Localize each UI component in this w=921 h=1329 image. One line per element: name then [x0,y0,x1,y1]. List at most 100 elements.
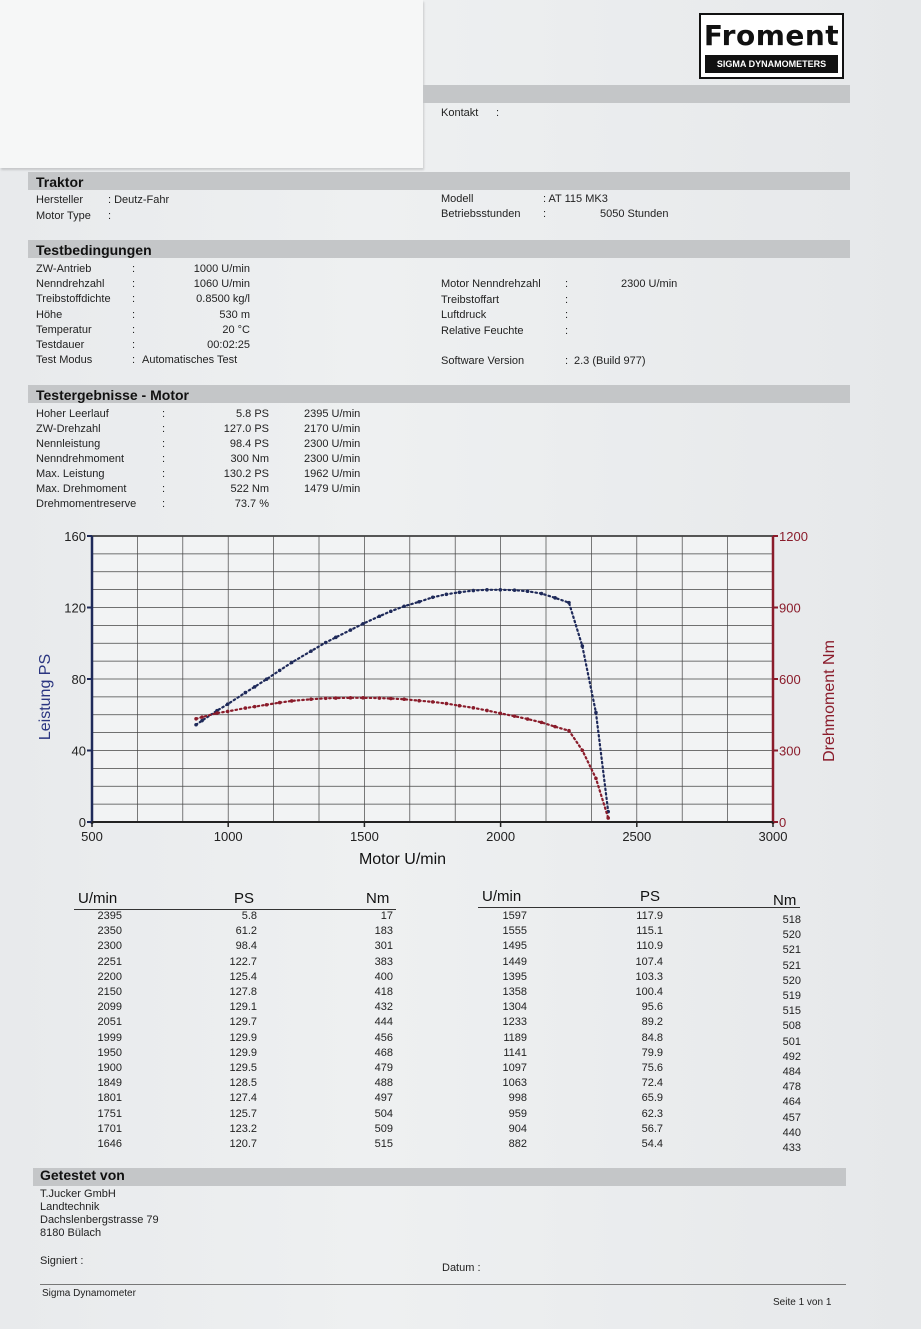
motortype-label: Motor Type [36,210,91,222]
power-point [225,702,230,707]
table-cell-ps: 129.9 [229,1031,257,1044]
table-cell-ps: 95.6 [641,1001,663,1014]
getestet-title: Getestet von [40,1167,125,1183]
result-sep: : [162,498,166,510]
address-line-2: Landtechnik [40,1201,100,1213]
table-cell-nm: 457 [782,1111,801,1124]
covering-paper [0,0,423,168]
header-ps: PS [640,888,661,905]
modell-value: : AT 115 MK3 [543,193,608,205]
result-label: Max. Drehmoment [36,483,127,495]
table-cell-ps: 122.7 [229,955,257,968]
result-label: Hoher Leerlauf [36,408,109,420]
table-cell-nm: 488 [374,1077,393,1090]
ergebnisse-bar [28,385,850,403]
table-cell-ps: 129.9 [229,1046,257,1059]
power-point [194,722,198,727]
result-label: Drehmomentreserve [36,498,137,510]
table-cell-nm: 478 [782,1081,801,1094]
y2-axis-label: Drehmoment Nm [821,640,838,762]
power-point [512,588,517,592]
power-point [471,588,476,593]
table-cell-umin: 1189 [503,1031,527,1044]
signiert-label: Signiert : [40,1255,84,1267]
table-cell-umin: 998 [508,1092,527,1105]
power-point [402,604,406,609]
x-tick-label: 1000 [214,829,243,844]
power-point [277,668,282,673]
table-cell-ps: 125.7 [229,1107,257,1120]
table-cell-ps: 72.4 [641,1077,663,1090]
betrieb-label: Betriebsstunden [441,208,521,220]
result-rpm: 1962 U/min [304,468,361,480]
torque-point [539,720,544,725]
torque-point [289,699,294,703]
table-cell-umin: 882 [508,1138,527,1150]
torque-point [264,702,269,707]
power-point [444,592,449,597]
table-cell-umin: 904 [508,1122,527,1135]
condition-sep: : [132,308,136,321]
condition-label: Test Modus [36,354,93,367]
result-value: 127.0 PS [223,423,269,435]
betrieb-value: 5050 Stunden [600,208,669,220]
condition-sep: : [132,263,136,275]
torque-point [252,704,257,709]
table-cell-ps: 110.9 [636,940,663,953]
result-sep: : [162,483,166,495]
header-nm: Nm [773,892,797,909]
condition-value: 0.8500 kg/l [196,293,250,306]
table-cell-nm: 444 [374,1016,393,1029]
table-cell-ps: 98.4 [235,940,257,953]
torque-point [402,697,406,702]
y2-tick-label: 0 [779,815,786,830]
torque-point [277,700,282,705]
y-tick-label: 120 [64,601,86,616]
condition-label: Relative Feuchte [441,325,524,337]
table-cell-umin: 1395 [502,970,527,983]
table-cell-ps: 61.2 [235,925,257,938]
table-cell-ps: 100.4 [635,986,663,998]
condition-value: 1060 U/min [193,278,250,291]
condition-sep: : [132,354,136,367]
torque-point [215,711,219,715]
result-label: ZW-Drehzahl [36,423,101,435]
table-cell-umin: 1141 [503,1046,527,1059]
condition-sep: : [132,339,136,351]
table-cell-umin: 1449 [502,955,527,968]
result-value: 130.2 PS [223,468,269,480]
header-ps: PS [234,890,255,907]
table-cell-ps: 123.2 [229,1122,257,1135]
power-point [553,596,557,600]
header-underline [74,909,396,910]
torque-point [225,709,230,714]
power-point [348,628,353,632]
condition-value: 1000 U/min [193,263,250,275]
power-point [567,600,571,605]
table-cell-ps: 75.6 [641,1062,663,1074]
footer-right: Seite 1 von 1 [773,1297,832,1308]
table-cell-nm: 301 [374,940,393,953]
result-sep: : [162,453,166,465]
torque-point [567,728,571,733]
table-cell-umin: 1063 [502,1077,527,1090]
table-cell-nm: 468 [374,1046,393,1059]
y-tick-label: 80 [72,672,86,687]
torque-point [606,816,610,820]
y2-tick-label: 300 [779,744,801,759]
power-point [333,635,338,640]
table-cell-nm: 504 [374,1107,393,1120]
torque-point [323,696,328,701]
betrieb-sep: : [543,208,547,220]
table-cell-umin: 1597 [502,910,527,922]
x-tick-label: 1500 [350,829,379,844]
power-point [594,710,598,715]
modell-label: Modell [441,193,474,205]
power-point [417,599,421,604]
condition-label: ZW-Antrieb [36,263,92,275]
table-cell-umin: 1304 [502,1001,527,1014]
result-rpm: 2300 U/min [304,453,361,465]
traktor-bar [28,172,850,190]
power-curve [194,588,610,813]
condition-value: 20 °C [222,323,250,336]
